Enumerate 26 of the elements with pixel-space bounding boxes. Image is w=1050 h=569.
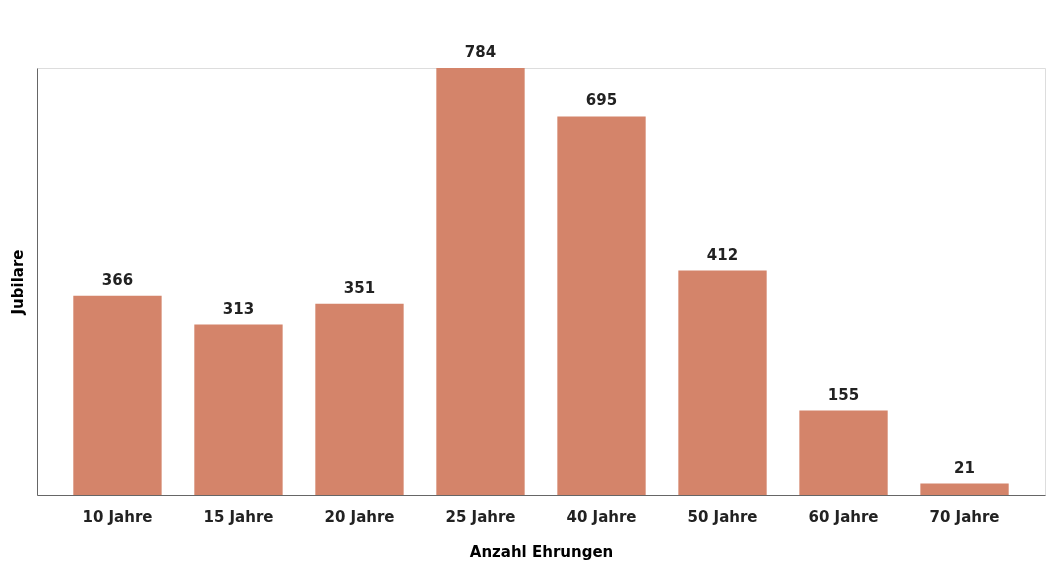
bar	[73, 295, 162, 495]
data-label: 351	[343, 278, 376, 297]
y-axis-title: Jubilare	[8, 249, 27, 316]
x-tick-label: 70 Jahre	[929, 507, 1000, 526]
bar	[799, 410, 888, 495]
data-label: 366	[101, 270, 134, 289]
data-label: 784	[464, 43, 497, 61]
bar	[315, 303, 404, 495]
x-tick-label: 40 Jahre	[566, 507, 637, 526]
bar	[436, 68, 525, 495]
bar	[678, 270, 767, 495]
data-label: 155	[827, 385, 860, 404]
data-label: 21	[954, 458, 975, 477]
x-tick-label: 50 Jahre	[687, 507, 758, 526]
data-label: 412	[706, 245, 739, 264]
bar	[557, 116, 646, 495]
data-label: 695	[585, 91, 618, 110]
bar	[194, 324, 283, 495]
x-tick-label: 25 Jahre	[445, 507, 516, 526]
data-label: 313	[222, 299, 255, 318]
bar	[920, 483, 1009, 495]
x-tick-label: 10 Jahre	[82, 507, 153, 526]
x-axis-title: Anzahl Ehrungen	[469, 542, 614, 561]
x-tick-label: 20 Jahre	[324, 507, 395, 526]
x-tick-label: 15 Jahre	[203, 507, 274, 526]
x-tick-label: 60 Jahre	[808, 507, 879, 526]
